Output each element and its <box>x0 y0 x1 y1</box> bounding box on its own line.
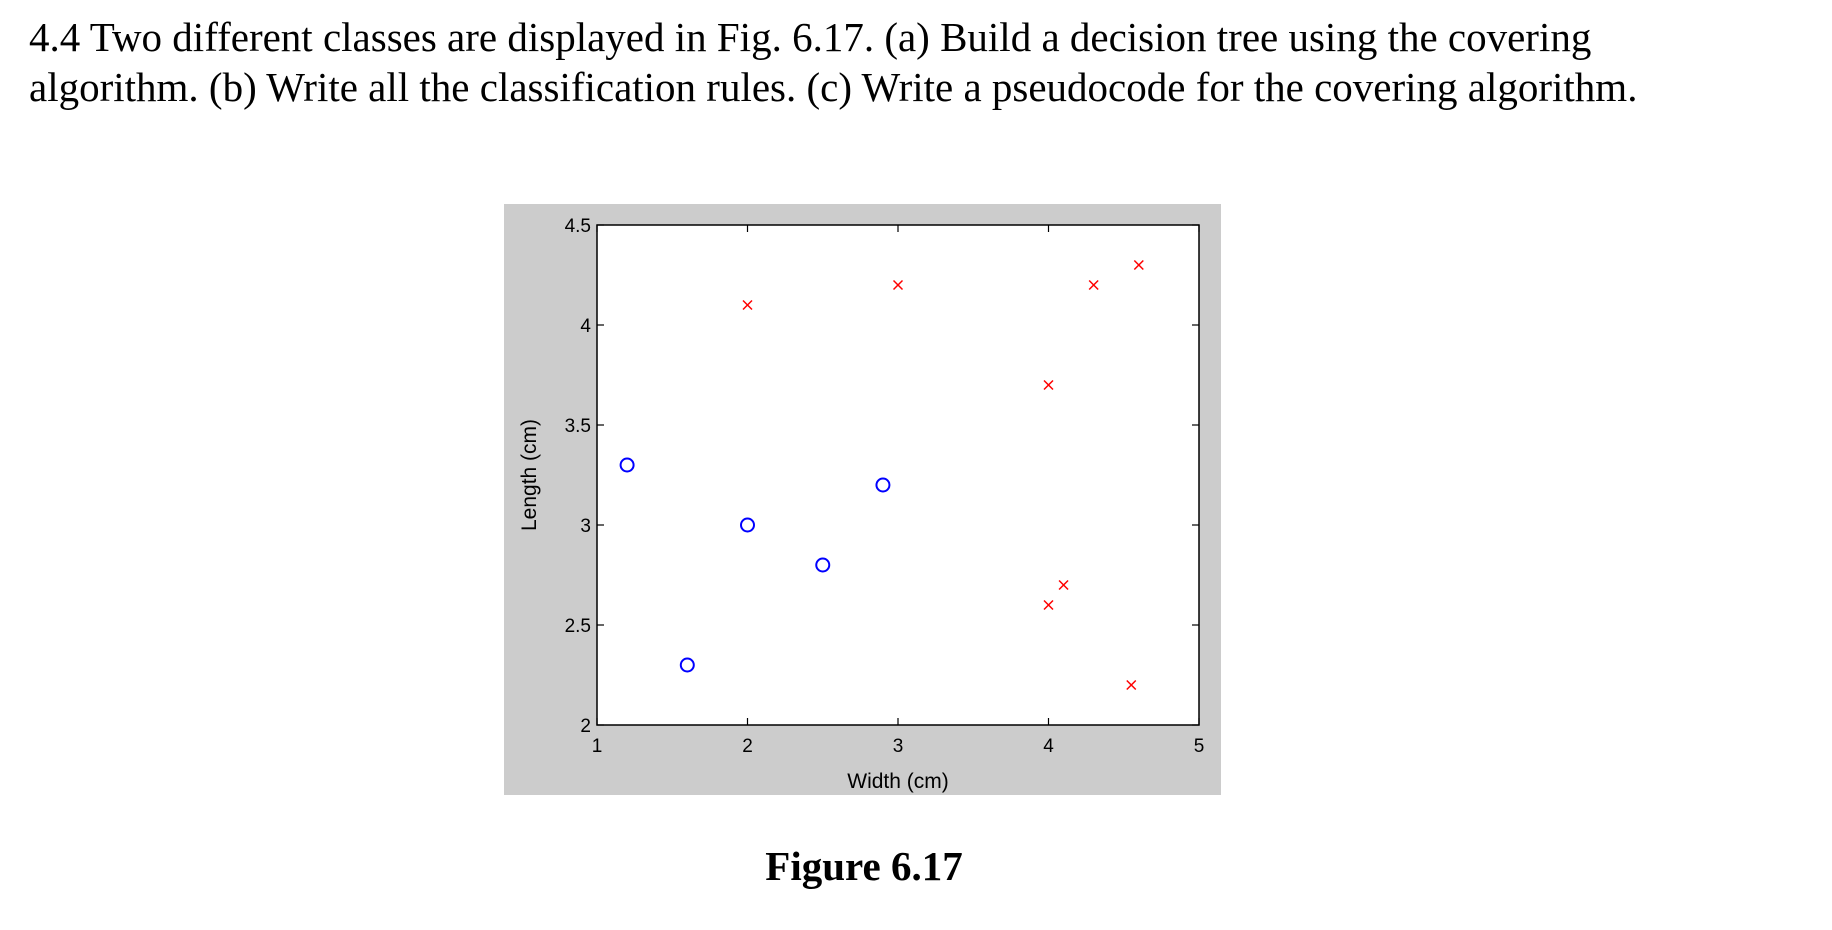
circle-point <box>815 557 831 573</box>
x-tick-label: 5 <box>1194 736 1205 757</box>
figure-caption: Figure 6.17 <box>765 843 963 889</box>
x-tick-label: 3 <box>893 736 904 757</box>
y-axis-label: Length (cm) <box>518 419 541 531</box>
x-tick-label: 1 <box>592 736 603 757</box>
circle-point <box>619 457 635 473</box>
cross-point <box>892 279 904 291</box>
cross-point <box>1043 379 1054 391</box>
scatter-chart: 1 2 3 4 522.533.544.5 Width (cm) Length (cm) <box>504 204 1221 795</box>
scatter-figure: 1 2 3 4 5 2 2.5 3 3.5 4 4.5 Width (cm) Length (cm) <box>504 204 1221 795</box>
plot-area <box>596 224 1200 726</box>
circle-point <box>875 477 891 493</box>
y-tick-label: 2.5 <box>565 616 591 637</box>
y-tick-label: 4.5 <box>565 216 591 237</box>
x-tick-label: 2 <box>742 736 753 757</box>
question-text: 4.4 Two different classes are displayed … <box>29 14 1638 110</box>
circle-point <box>740 517 755 533</box>
y-tick-label: 2 <box>580 716 591 737</box>
cross-point <box>742 299 753 311</box>
cross-point <box>1133 259 1144 271</box>
cross-point <box>1088 279 1099 291</box>
y-tick-label: 3.5 <box>565 416 591 437</box>
axis-tick-labels: 1 2 3 4 522.533.544.5 <box>565 216 1205 757</box>
circle-point <box>679 657 695 673</box>
y-tick-label: 3 <box>580 516 591 537</box>
cross-point <box>1126 679 1137 691</box>
cross-point <box>1043 599 1054 611</box>
axis-ticks <box>596 224 1200 726</box>
x-axis-label: Width (cm) <box>847 770 949 793</box>
data-points <box>619 259 1144 691</box>
y-tick-label: 4 <box>580 316 591 337</box>
cross-point <box>1058 579 1069 591</box>
x-tick-label: 4 <box>1043 736 1054 757</box>
